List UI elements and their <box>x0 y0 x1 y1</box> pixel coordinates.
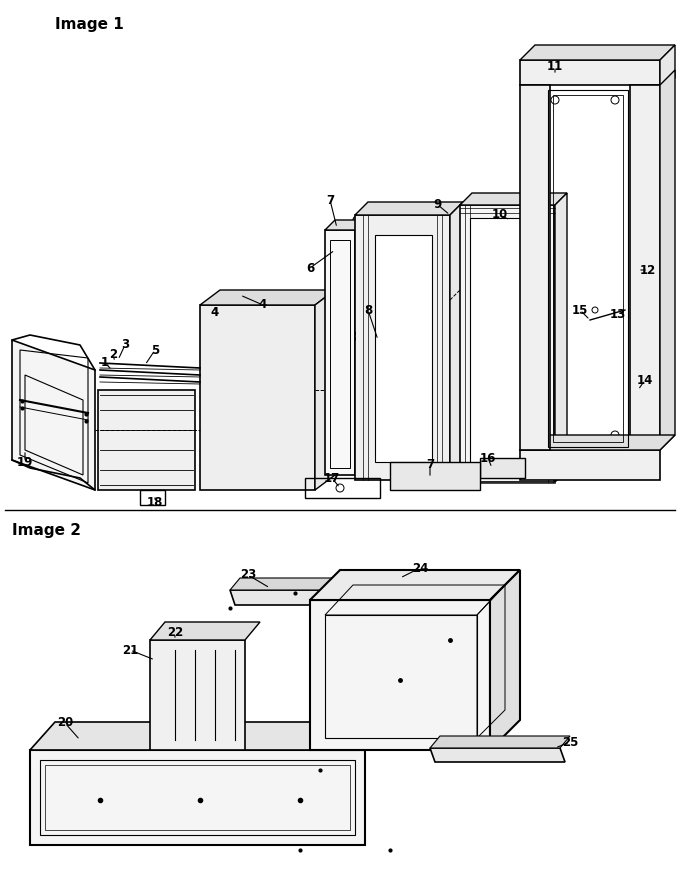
Polygon shape <box>490 570 520 750</box>
Polygon shape <box>325 230 355 475</box>
Polygon shape <box>310 570 520 600</box>
Text: 6: 6 <box>306 262 314 274</box>
Polygon shape <box>520 45 675 60</box>
Polygon shape <box>315 290 335 490</box>
Polygon shape <box>390 462 480 490</box>
Polygon shape <box>555 193 567 482</box>
Text: 7: 7 <box>326 193 334 207</box>
Text: 23: 23 <box>240 569 256 581</box>
Text: 22: 22 <box>167 627 183 639</box>
Polygon shape <box>375 235 432 462</box>
Text: 24: 24 <box>412 561 428 575</box>
Polygon shape <box>480 458 525 478</box>
Polygon shape <box>325 220 365 230</box>
Polygon shape <box>30 722 390 750</box>
Text: 7: 7 <box>426 459 434 471</box>
Text: 21: 21 <box>122 644 138 656</box>
Text: 20: 20 <box>57 716 73 730</box>
Text: 5: 5 <box>151 343 159 357</box>
Text: 25: 25 <box>562 736 578 748</box>
Polygon shape <box>660 45 675 85</box>
Text: 3: 3 <box>121 339 129 351</box>
Text: 10: 10 <box>492 208 508 222</box>
Text: 19: 19 <box>17 456 33 468</box>
Polygon shape <box>30 750 365 845</box>
Polygon shape <box>520 435 675 450</box>
Text: 11: 11 <box>547 61 563 73</box>
Polygon shape <box>310 600 490 750</box>
Polygon shape <box>520 450 660 480</box>
Text: Image 1: Image 1 <box>55 18 124 32</box>
Polygon shape <box>355 215 450 480</box>
Text: 2: 2 <box>109 349 117 361</box>
Text: 4: 4 <box>211 307 219 319</box>
Polygon shape <box>200 305 315 490</box>
Polygon shape <box>230 578 360 590</box>
Polygon shape <box>630 85 660 450</box>
Text: 15: 15 <box>572 303 588 316</box>
Polygon shape <box>150 640 245 750</box>
Polygon shape <box>230 590 355 605</box>
Polygon shape <box>470 218 545 470</box>
Polygon shape <box>355 202 463 215</box>
Polygon shape <box>200 290 335 305</box>
Text: Image 2: Image 2 <box>12 522 81 537</box>
Polygon shape <box>460 205 555 482</box>
Text: 12: 12 <box>640 264 656 276</box>
Polygon shape <box>660 70 675 450</box>
Text: 4: 4 <box>259 299 267 311</box>
Polygon shape <box>430 736 570 748</box>
Polygon shape <box>150 622 260 640</box>
Text: 8: 8 <box>364 303 372 316</box>
Text: 13: 13 <box>610 308 626 322</box>
Polygon shape <box>430 748 565 762</box>
Text: 16: 16 <box>480 451 496 465</box>
Text: 9: 9 <box>434 198 442 212</box>
Text: 17: 17 <box>324 471 340 485</box>
Polygon shape <box>520 85 550 450</box>
Polygon shape <box>98 390 195 490</box>
Polygon shape <box>520 60 660 85</box>
Text: 1: 1 <box>101 357 109 369</box>
Text: 14: 14 <box>636 374 653 386</box>
Text: 18: 18 <box>147 495 163 509</box>
Polygon shape <box>460 193 567 205</box>
Polygon shape <box>450 202 463 480</box>
Polygon shape <box>12 340 95 490</box>
